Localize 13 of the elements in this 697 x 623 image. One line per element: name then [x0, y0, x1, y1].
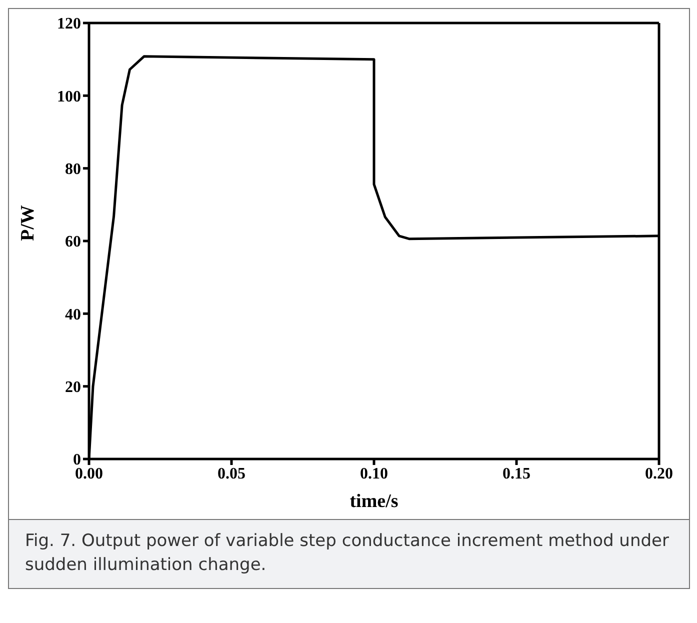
y-tick-label: 60: [65, 234, 81, 251]
y-tick-label: 80: [65, 161, 81, 178]
x-tick-label: 0.15: [502, 465, 530, 482]
y-tick-label: 40: [65, 306, 81, 324]
y-tick-label: 120: [57, 16, 81, 33]
y-axis-title: P/W: [18, 205, 39, 241]
x-axis-title: time/s: [350, 491, 398, 512]
y-tick-label: 20: [65, 379, 81, 396]
x-tick-label: 0.05: [218, 465, 246, 482]
y-tick-label: 100: [57, 88, 81, 106]
x-tick-label: 0.20: [645, 465, 673, 482]
x-tick-label: 0.10: [360, 465, 388, 482]
caption: Fig. 7. Output power of variable step conductance increment method under sudden illumination change.: [9, 519, 689, 588]
